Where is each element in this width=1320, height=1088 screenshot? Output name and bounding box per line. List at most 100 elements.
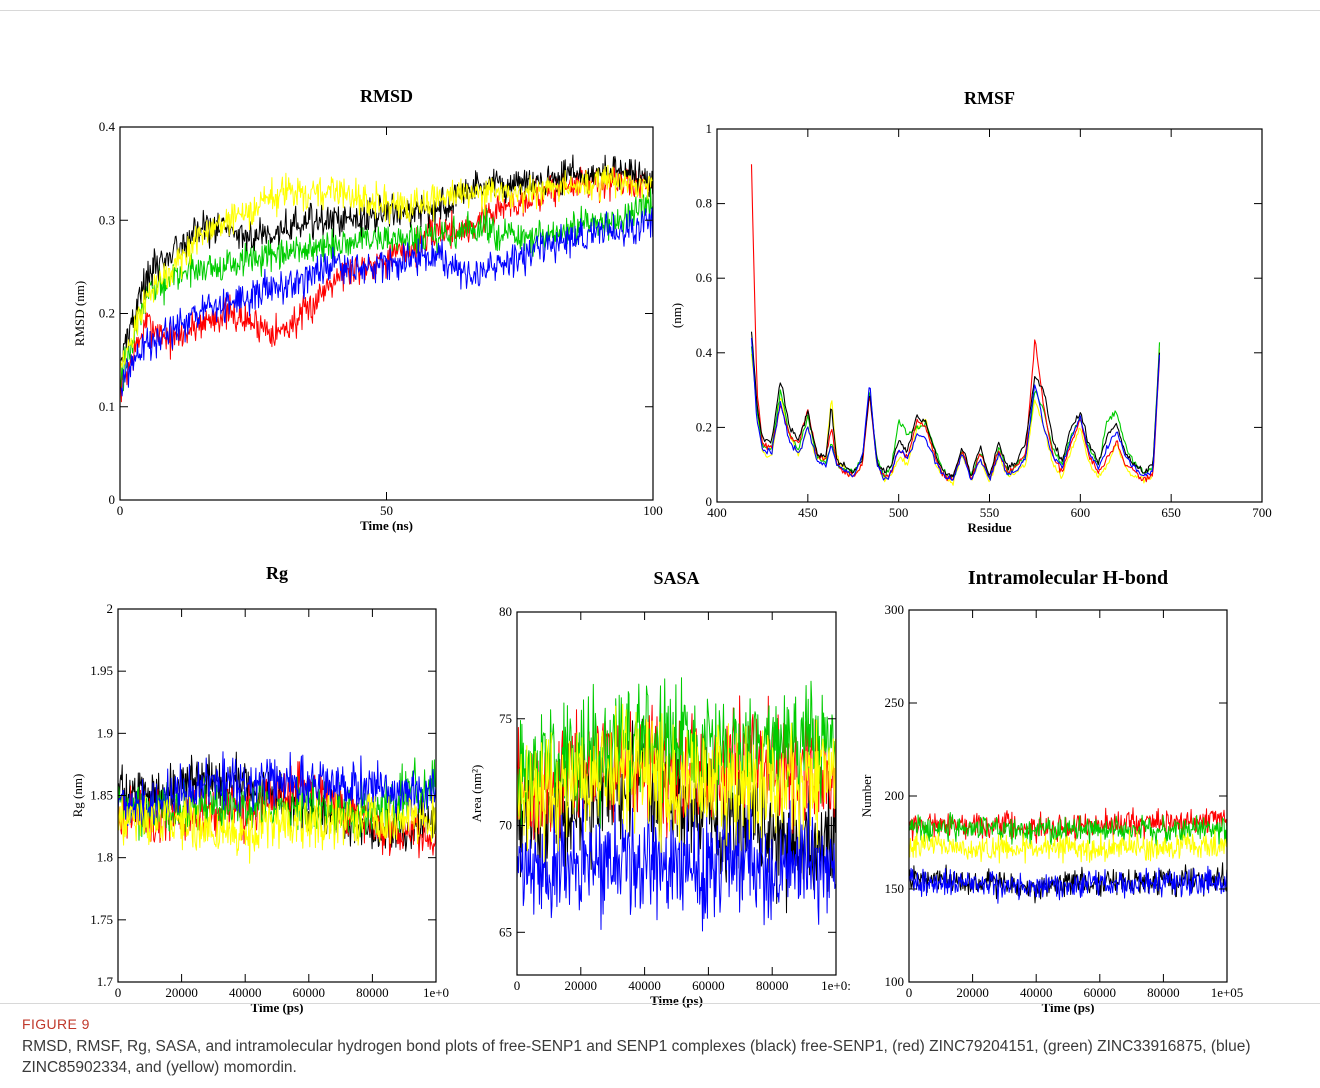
x-axis-label: Time (ps) <box>650 993 703 1008</box>
y-axis-label: Number <box>859 774 874 817</box>
x-tick-label: 400 <box>707 505 727 520</box>
series-line-1 <box>909 807 1227 844</box>
chart-title: SASA <box>653 568 699 588</box>
series-line-3 <box>120 154 653 367</box>
series-line-1 <box>120 187 653 392</box>
panel-hbond: Intramolecular H-bond 0 20000 40000 60000 800… <box>859 567 1243 1015</box>
series-line-4 <box>120 164 653 380</box>
series-line-3 <box>909 829 1227 864</box>
series-line-1 <box>750 342 1161 479</box>
panel-rg: Rg 0 20000 40000 60000 80000 1e+0 1.7 1.75 1.8 1.8… <box>70 563 449 1015</box>
x-tick-label: 60000 <box>1084 985 1117 1000</box>
caption-divider <box>0 1003 1320 1004</box>
series-line-4 <box>909 865 1227 904</box>
series-line-4 <box>118 793 436 864</box>
y-tick-label: 1.85 <box>90 788 113 803</box>
x-tick-label: 40000 <box>628 978 661 993</box>
y-tick-label: 150 <box>885 881 905 896</box>
y-tick-label: 75 <box>499 711 512 726</box>
y-tick-label: 1.75 <box>90 912 113 927</box>
series-line-3 <box>750 331 1161 478</box>
chart-title: RMSF <box>964 88 1015 108</box>
x-tick-label: 0 <box>906 985 913 1000</box>
x-tick-label: 0 <box>117 503 124 518</box>
series-line-4 <box>750 337 1161 481</box>
panel-sasa: SASA 0 20000 40000 60000 80000 1e+0: 65 70 75 80 Ti… <box>469 568 851 1008</box>
y-tick-label: 100 <box>885 974 905 989</box>
series-line-0 <box>120 163 653 403</box>
x-tick-label: 50 <box>380 503 393 518</box>
series-group <box>517 677 836 932</box>
y-tick-label: 1.95 <box>90 663 113 678</box>
x-tick-label: 80000 <box>1147 985 1180 1000</box>
panel-rmsf: RMSF 400 450 500 550 600 650 700 0 0.2 0.4 0.6 0.8 1 R… <box>669 88 1272 535</box>
x-tick-label: 1e+05 <box>1211 985 1244 1000</box>
chart-title: RMSD <box>360 86 413 106</box>
y-tick-label: 0 <box>109 492 116 507</box>
x-tick-label: 0 <box>115 985 122 1000</box>
y-tick-label: 300 <box>885 602 905 617</box>
x-axis-label: Residue <box>967 520 1011 535</box>
figure-caption: FIGURE 9 RMSD, RMSF, Rg, SASA, and intra… <box>22 1016 1312 1078</box>
y-axis-label: (nm) <box>669 303 684 328</box>
y-tick-label: 0.2 <box>99 306 115 321</box>
figure-label: FIGURE 9 <box>22 1016 90 1032</box>
x-tick-label: 1e+0 <box>423 985 449 1000</box>
plot-frame <box>716 128 1263 503</box>
y-tick-label: 80 <box>499 604 512 619</box>
y-tick-label: 250 <box>885 695 905 710</box>
x-tick-label: 100 <box>643 503 663 518</box>
y-tick-label: 0.6 <box>696 270 713 285</box>
x-tick-label: 20000 <box>565 978 598 993</box>
y-tick-label: 2 <box>107 601 114 616</box>
x-tick-label: 500 <box>889 505 909 520</box>
x-tick-label: 60000 <box>692 978 725 993</box>
y-tick-label: 0.4 <box>696 345 713 360</box>
figure-caption-text: RMSD, RMSF, Rg, SASA, and intramolecular… <box>22 1038 1251 1076</box>
x-tick-label: 40000 <box>1020 985 1053 1000</box>
y-tick-label: 0.8 <box>696 196 712 211</box>
series-group <box>909 807 1227 904</box>
x-tick-label: 20000 <box>165 985 198 1000</box>
x-tick-label: 60000 <box>293 985 326 1000</box>
y-tick-label: 200 <box>885 788 905 803</box>
series-line-2 <box>120 207 653 397</box>
chart-title: Intramolecular H-bond <box>968 567 1168 589</box>
plot-frame <box>516 611 837 976</box>
x-tick-label: 80000 <box>756 978 789 993</box>
y-axis-label: RMSD (nm) <box>72 281 87 346</box>
y-tick-label: 1.9 <box>97 725 113 740</box>
series-line-4 <box>517 703 836 863</box>
y-tick-label: 0.4 <box>99 119 116 134</box>
y-axis-label: Rg (nm) <box>70 774 85 818</box>
x-tick-label: 0 <box>514 978 521 993</box>
y-tick-label: 1.8 <box>97 850 113 865</box>
x-tick-label: 450 <box>798 505 818 520</box>
y-tick-label: 0.3 <box>99 212 115 227</box>
x-tick-label: 600 <box>1071 505 1091 520</box>
y-tick-label: 1.7 <box>97 974 114 989</box>
y-tick-label: 0.1 <box>99 399 115 414</box>
panel-rmsd: RMSD 0 50 100 0 0.1 0.2 0.3 0.4 Time (ns) RMSD (nm… <box>72 86 663 533</box>
series-group <box>750 164 1161 486</box>
series-line-2 <box>517 677 836 829</box>
x-tick-label: 550 <box>980 505 1000 520</box>
x-tick-label: 1e+0: <box>821 978 851 993</box>
series-line-3 <box>118 751 436 835</box>
y-tick-label: 1 <box>706 121 713 136</box>
x-tick-label: 700 <box>1252 505 1272 520</box>
chart-title: Rg <box>266 563 288 583</box>
series-line-2 <box>909 812 1227 847</box>
x-tick-label: 20000 <box>956 985 989 1000</box>
series-group <box>118 751 436 864</box>
x-tick-label: 650 <box>1161 505 1181 520</box>
plot-frame <box>908 609 1228 983</box>
series-line-2 <box>750 164 1161 483</box>
x-axis-label: Time (ns) <box>360 518 413 533</box>
series-line-3 <box>517 788 836 932</box>
x-tick-label: 80000 <box>356 985 389 1000</box>
y-tick-label: 0.2 <box>696 419 712 434</box>
y-axis-label: Area (nm²) <box>469 765 484 823</box>
top-divider <box>0 10 1320 11</box>
